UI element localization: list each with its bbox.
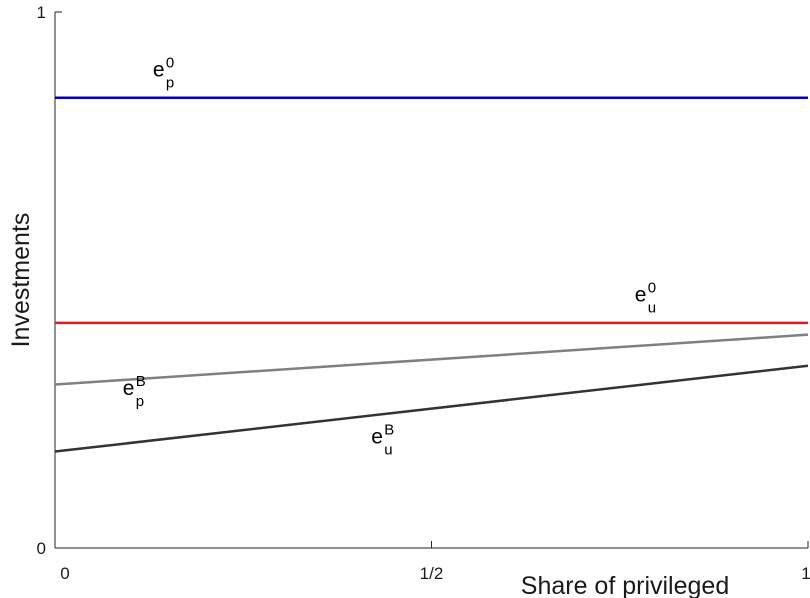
series-line-u-B [54,364,809,453]
series-lines [54,96,809,453]
ticks: 0 1/2 1 0 1 [37,3,810,583]
series-label-p-B: eB p [123,373,146,410]
x-tick-label: 1 [801,564,810,583]
axes [54,12,808,549]
y-tick-label: 1 [37,3,46,22]
x-axis-label: Share of privileged [521,572,729,598]
series-line-p-B [54,333,809,386]
series-label-u-0: e0 u [635,279,656,316]
series-label-u-B: eB u [371,421,394,458]
y-axis-label: Investments [7,213,35,348]
y-tick-label: 0 [37,539,46,558]
series-label-p-0: e0 p [153,54,174,91]
x-tick-label: 0 [60,564,69,583]
series-labels: e0 p e0 u eB p eB u [123,54,656,458]
x-tick-label: 1/2 [420,564,444,583]
